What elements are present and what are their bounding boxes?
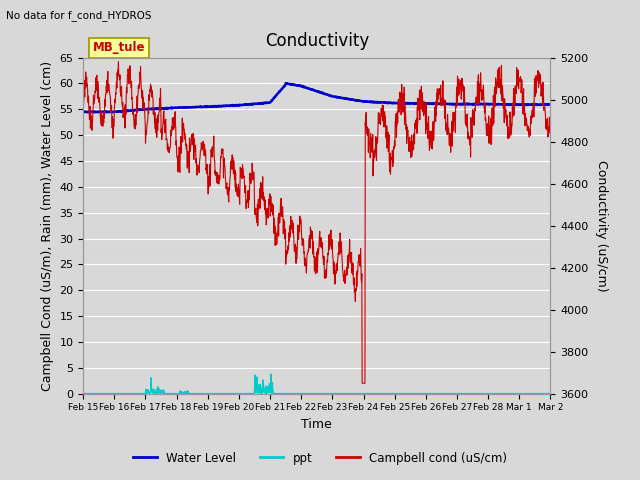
Text: No data for f_cond_HYDROS: No data for f_cond_HYDROS — [6, 11, 152, 22]
Y-axis label: Conductivity (uS/cm): Conductivity (uS/cm) — [595, 160, 608, 291]
Legend: Water Level, ppt, Campbell cond (uS/cm): Water Level, ppt, Campbell cond (uS/cm) — [128, 447, 512, 469]
Y-axis label: Campbell Cond (uS/m), Rain (mm), Water Level (cm): Campbell Cond (uS/m), Rain (mm), Water L… — [41, 60, 54, 391]
X-axis label: Time: Time — [301, 418, 332, 431]
Title: Conductivity: Conductivity — [265, 33, 369, 50]
Text: MB_tule: MB_tule — [93, 41, 145, 54]
